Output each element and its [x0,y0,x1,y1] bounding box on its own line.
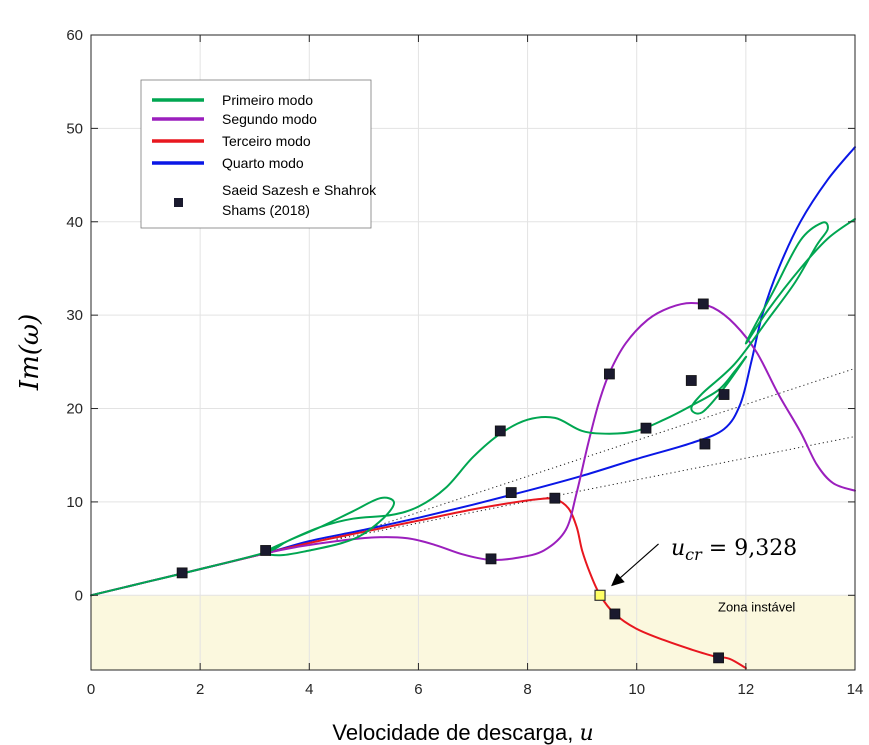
reference-point [697,298,709,310]
y-tick-label: 0 [75,587,83,604]
reference-point [713,652,724,664]
x-tick-label: 10 [628,681,645,698]
y-axis-title: Im(ω) [15,314,45,391]
reference-point [485,553,497,565]
annotations-layer: ucr = 9,328 Zona instável [611,536,797,615]
x-tick-label: 2 [196,681,204,698]
series-line-segundo-modo [90,302,856,597]
reference-point [685,375,697,386]
legend-label-segundo-modo: Segundo modo [222,111,317,127]
reference-point [176,567,188,579]
x-tick-label: 8 [523,681,531,698]
reference-point [549,492,561,504]
y-tick-label: 50 [66,120,83,137]
x-tick-label: 6 [414,681,422,698]
x-tick-label: 4 [305,681,313,698]
critical-arrow-head [611,573,625,587]
y-tick-label: 60 [66,27,83,44]
x-tick-label: 14 [847,681,864,698]
x-tick-label: 0 [87,681,95,698]
y-tick-label: 40 [66,214,83,231]
reference-point [260,545,272,556]
reference-point [494,425,506,437]
legend-label-reference-points-line1: Saeid Sazesh e Shahrok [222,182,377,198]
reference-points-layer [176,298,730,664]
legend-label-reference-points-line2: Shams (2018) [222,202,310,218]
series-line-primeiro-modo [90,218,856,597]
reference-point [699,438,711,450]
critical-arrow-shaft [613,543,659,584]
legend-label-terceiro-modo: Terceiro modo [222,133,311,149]
legend-label-primeiro-modo: Primeiro modo [222,92,313,108]
reference-point [718,389,730,400]
axes-frame-layer [90,34,856,671]
tick-labels-layer: 0 2 4 6 8 10 12 14 0 10 20 30 40 50 60 Velocidade de de… [15,27,863,745]
reference-point [604,368,615,380]
legend: Primeiro modo Segundo modo Terceiro modo Qu… [140,79,377,229]
critical-point-marker [594,589,606,601]
x-tick-label: 12 [738,681,755,698]
reference-point [640,422,652,434]
axes-box [90,34,856,671]
legend-label-quarto-modo: Quarto modo [222,155,304,171]
legend-swatch-reference-points [174,198,183,207]
reference-point [609,608,621,620]
reference-point [505,487,517,498]
critical-point-label: ucr = 9,328 [671,536,797,564]
unstable-zone-label: Zona instável [718,600,795,615]
y-tick-label: 20 [66,401,83,418]
x-axis-title: Velocidade de descarga, u [332,720,593,745]
y-tick-label: 30 [66,307,83,324]
y-tick-label: 10 [66,494,83,511]
